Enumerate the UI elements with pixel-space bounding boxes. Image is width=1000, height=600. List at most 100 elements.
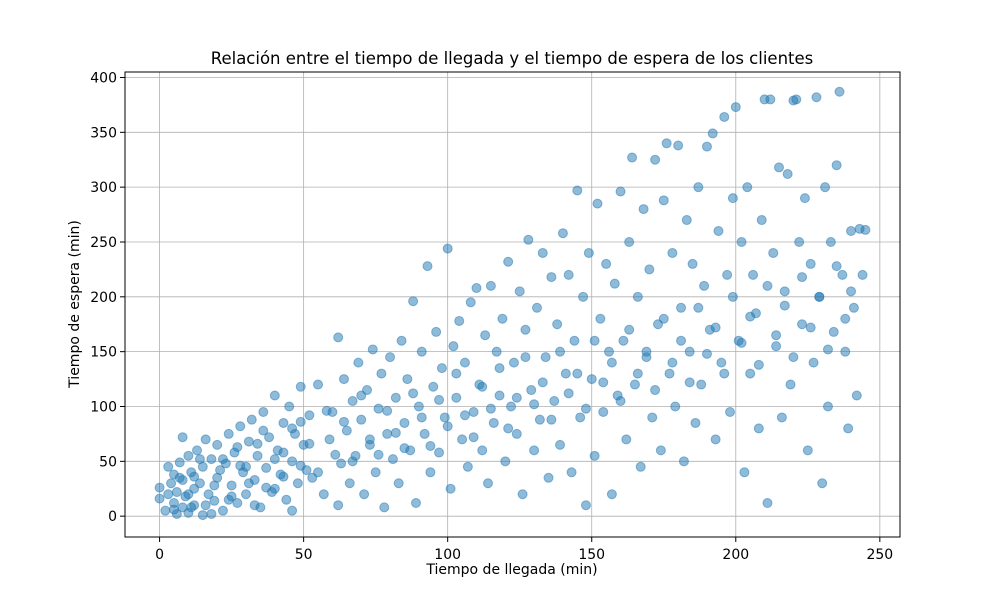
data-point (249, 500, 260, 511)
data-point (514, 286, 525, 297)
data-point (575, 412, 586, 423)
data-point (765, 94, 776, 105)
data-point (822, 401, 833, 412)
data-point (154, 493, 165, 504)
data-point (494, 390, 505, 401)
y-tick-label: 150 (90, 345, 117, 361)
data-point (595, 313, 606, 324)
data-point (491, 346, 502, 357)
data-point (676, 335, 687, 346)
data-point (526, 385, 537, 396)
data-point (471, 283, 482, 294)
data-point (338, 374, 349, 385)
data-point (797, 272, 808, 283)
data-point (408, 388, 419, 399)
data-point (192, 445, 203, 456)
data-point (413, 401, 424, 412)
data-point (485, 403, 496, 414)
data-point (333, 500, 344, 511)
data-point (552, 319, 563, 330)
data-point (840, 346, 851, 357)
data-point (684, 346, 695, 357)
data-point (445, 483, 456, 494)
x-axis-ticks: 0 50 100 150 200 250 (155, 537, 893, 563)
data-point (483, 478, 494, 489)
data-point (805, 322, 816, 333)
data-point (462, 461, 473, 472)
data-point (658, 313, 669, 324)
data-point (739, 467, 750, 478)
data-point (356, 390, 367, 401)
data-point (578, 291, 589, 302)
data-point (434, 447, 445, 458)
data-point (658, 195, 669, 206)
data-point (376, 368, 387, 379)
data-point (609, 278, 620, 289)
data-point (537, 377, 548, 388)
data-point (295, 460, 306, 471)
data-point (828, 326, 839, 337)
data-point (347, 396, 358, 407)
data-point (615, 396, 626, 407)
data-point (385, 352, 396, 363)
data-point (258, 425, 269, 436)
y-tick-label: 300 (90, 180, 117, 196)
data-point (465, 297, 476, 308)
y-tick-label: 250 (90, 235, 117, 251)
data-point (727, 193, 738, 204)
data-point (822, 344, 833, 355)
data-point (402, 374, 413, 385)
plot-area-frame (124, 71, 901, 538)
data-point (644, 264, 655, 275)
data-point (382, 428, 393, 439)
data-point (278, 447, 289, 458)
data-point (209, 480, 220, 491)
data-point (604, 346, 615, 357)
data-point (647, 412, 658, 423)
data-point (416, 346, 427, 357)
y-axis-ticks: 0 50 100 150 200 250 300 350 400 (90, 70, 125, 525)
chart-title: Relación entre el tiempo de llegada y el… (211, 49, 814, 68)
data-point (359, 489, 370, 500)
x-tick-label: 0 (155, 547, 164, 563)
data-point (448, 341, 459, 352)
data-point (287, 505, 298, 516)
data-point (503, 423, 514, 434)
data-point (477, 381, 488, 392)
data-point (696, 379, 707, 390)
data-point (814, 291, 825, 302)
data-point (258, 406, 269, 417)
data-point (506, 401, 517, 412)
data-point (278, 471, 289, 482)
data-point (598, 377, 609, 388)
data-point (431, 326, 442, 337)
data-point (520, 352, 531, 363)
data-point (846, 286, 857, 297)
data-point (707, 128, 718, 139)
data-point (399, 443, 410, 454)
data-point (295, 416, 306, 427)
data-point (390, 427, 401, 438)
y-tick-label: 200 (90, 290, 117, 306)
data-point (742, 182, 753, 193)
data-point (373, 403, 384, 414)
data-point (580, 403, 591, 414)
data-point (393, 478, 404, 489)
data-point (831, 160, 842, 171)
data-point (186, 502, 197, 513)
data-point (485, 280, 496, 291)
data-point (667, 357, 678, 368)
data-point (183, 450, 194, 461)
data-point (592, 198, 603, 209)
data-point (808, 357, 819, 368)
data-point (569, 335, 580, 346)
data-point (615, 186, 626, 197)
data-point (436, 363, 447, 374)
data-point (154, 482, 165, 493)
data-point (517, 489, 528, 500)
data-point (811, 92, 822, 103)
data-point (802, 445, 813, 456)
data-point (243, 478, 254, 489)
data-point (529, 445, 540, 456)
data-point (200, 434, 211, 445)
